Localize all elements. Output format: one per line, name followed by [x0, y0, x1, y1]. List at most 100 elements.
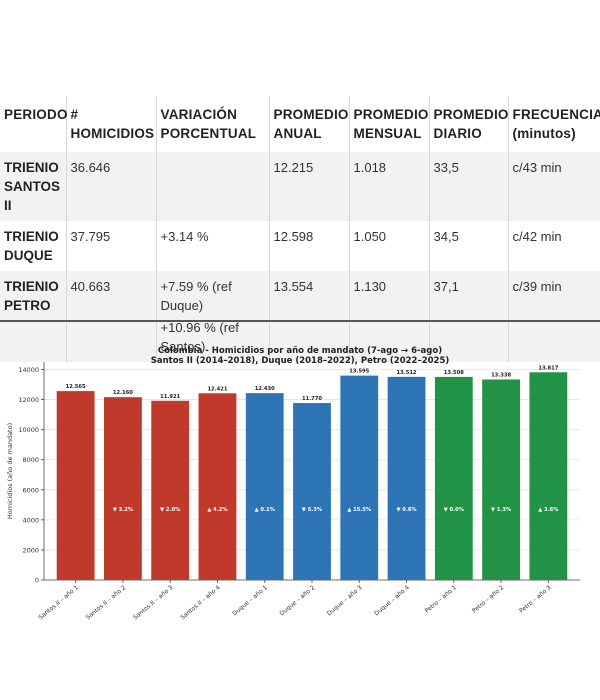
bar-value-label: 12.430 [255, 386, 275, 392]
cell-mensual: 1.130 [348, 271, 429, 362]
cell-anual: 12.598 [268, 221, 349, 271]
bar [293, 403, 331, 580]
column-header: VARIACIÓN PORCENTUAL [155, 96, 269, 152]
bar-change-label: ▲ 3.6% [538, 507, 559, 513]
bar-value-label: 13.817 [538, 365, 558, 371]
y-tick-label: 6000 [22, 486, 39, 494]
column-header: PROMEDIO ANUAL [268, 96, 349, 152]
bar-change-label: ▲ 0.1% [255, 507, 276, 513]
column-header-text: PROMEDIO [433, 107, 509, 122]
x-tick-label: Duque – año 2 [279, 584, 317, 617]
y-tick-label: 4000 [22, 516, 39, 524]
bar-change-label: ▼ 3.2% [113, 507, 134, 513]
bar [151, 400, 190, 580]
chart-title: Colombia - Homicidios por año de mandato… [157, 346, 443, 356]
cell-frecuencia: c/39 min [507, 271, 600, 362]
x-tick-label: Santos II – año 3 [132, 584, 175, 621]
bar [198, 393, 237, 580]
bar-change-label: ▲ 4.2% [207, 507, 228, 513]
bar-value-label: 12.565 [66, 384, 86, 390]
cell-variacion [155, 152, 269, 221]
cell-anual: 13.554 [268, 271, 349, 362]
bar [529, 372, 568, 580]
bar [434, 376, 473, 580]
column-header: FRECUENCIA (minutos) [507, 96, 600, 152]
bar-value-label: 12.160 [113, 390, 133, 396]
bar-change-label: ▼ 5.3% [302, 507, 323, 513]
bar [340, 375, 379, 580]
bar-value-label: 12.421 [207, 386, 227, 392]
column-header: PERIODO [0, 96, 68, 152]
homicides-chart: Colombia - Homicidios por año de mandato… [0, 340, 600, 680]
chart-plot: 0 2000 4000 6000 8000 10000 12000 14000 Homicidi… [6, 362, 580, 621]
column-header: PROMEDIO DIARIO [428, 96, 509, 152]
bar-change-label: ▼ 0.0% [444, 507, 465, 513]
column-header: # HOMICIDIOS [65, 96, 156, 152]
cell-text: TRIENIO [4, 229, 59, 244]
cell-text: SANTOS II [4, 179, 61, 213]
cell-mensual: 1.050 [348, 221, 429, 271]
column-header-text: PROMEDIO [273, 107, 349, 122]
y-tick-label: 2000 [22, 546, 39, 554]
cell-mensual: 1.018 [348, 152, 429, 221]
table-body: TRIENIO SANTOS II 36.646 12.215 1.018 33,5 c/4… [0, 152, 600, 362]
column-header-text: VARIACIÓN [160, 107, 238, 122]
chart-subtitle: Santos II (2014–2018), Duque (2018–2022)… [150, 356, 450, 366]
bar-value-label: 11.770 [302, 396, 322, 402]
bar-change-label: ▼ 1.3% [491, 507, 512, 513]
x-tick-label: Duque – año 3 [326, 584, 364, 617]
bar-value-label: 11.921 [160, 394, 180, 400]
cell-text: +7.59 % (ref [160, 279, 232, 294]
column-header-text: # [70, 107, 79, 122]
cell-diario: 37,1 [428, 271, 508, 362]
bar-value-label: 13.338 [491, 372, 511, 378]
column-header-text: DIARIO [433, 126, 482, 141]
cell-frecuencia: c/42 min [507, 221, 600, 271]
cell-anual: 12.215 [268, 152, 349, 221]
x-tick-label: Santos II – año 4 [179, 584, 222, 621]
bar-change-label: ▼ 0.6% [396, 507, 417, 513]
cell-text: +10.96 % (ref [160, 320, 239, 335]
table-row: TRIENIO SANTOS II 36.646 12.215 1.018 33,5 c/4… [0, 152, 600, 221]
table-row: TRIENIO DUQUE 37.795 +3.14 % 12.598 1.050 34,5… [0, 221, 600, 271]
x-tick-label: Petro – año 2 [471, 584, 506, 615]
column-header-text: (minutos) [512, 126, 576, 141]
cell-diario: 33,5 [428, 152, 508, 221]
section-divider [0, 320, 600, 322]
stats-table: PERIODO # HOMICIDIOS VARIACIÓN PORCENTUAL PRO… [0, 96, 600, 362]
cell-homicidios: 40.663 [65, 271, 156, 362]
y-tick-label: 10000 [18, 426, 39, 434]
bar-value-label: 13.508 [444, 370, 464, 376]
cell-text: DUQUE [4, 248, 53, 263]
x-tick-label: Duque – año 4 [373, 584, 411, 617]
bar-value-label: 13.595 [349, 369, 369, 375]
bar [56, 391, 95, 580]
column-header-text: HOMICIDIOS [70, 126, 155, 141]
column-header-text: PERIODO [4, 107, 68, 122]
x-tick-label: Petro – año 1 [424, 584, 459, 615]
column-header-text: MENSUAL [353, 126, 422, 141]
x-tick-label: Santos II – año 2 [85, 584, 128, 621]
column-header-text: FRECUENCIA [512, 107, 600, 122]
y-tick-label: 14000 [18, 366, 39, 374]
cell-frecuencia: c/43 min [507, 152, 600, 221]
x-tick-label: Duque – año 1 [231, 584, 269, 617]
y-tick-label: 8000 [22, 456, 39, 464]
cell-variacion: +7.59 % (ref Duque) +10.96 % (ref Santos) [155, 271, 269, 362]
bar [387, 376, 426, 580]
column-header-text: ANUAL [273, 126, 322, 141]
table-header-row: PERIODO # HOMICIDIOS VARIACIÓN PORCENTUAL PRO… [0, 96, 600, 152]
bar-value-label: 13.512 [397, 370, 417, 376]
column-header-text: PROMEDIO [353, 107, 429, 122]
cell-text: Santos) [160, 339, 206, 354]
cell-text: +3.14 % [160, 229, 209, 244]
cell-periodo: TRIENIO DUQUE [0, 221, 66, 271]
bar-change-label: ▲ 15.5% [347, 507, 372, 513]
x-tick-label: Santos II – año 1 [37, 584, 80, 621]
cell-homicidios: 36.646 [65, 152, 156, 221]
bar [245, 393, 284, 580]
x-tick-label: Petro – año 3 [518, 584, 553, 615]
table-row: TRIENIO PETRO 40.663 +7.59 % (ref Duque) +10.… [0, 271, 600, 362]
bar-change-label: ▼ 2.0% [160, 507, 181, 513]
cell-text: TRIENIO [4, 160, 59, 175]
